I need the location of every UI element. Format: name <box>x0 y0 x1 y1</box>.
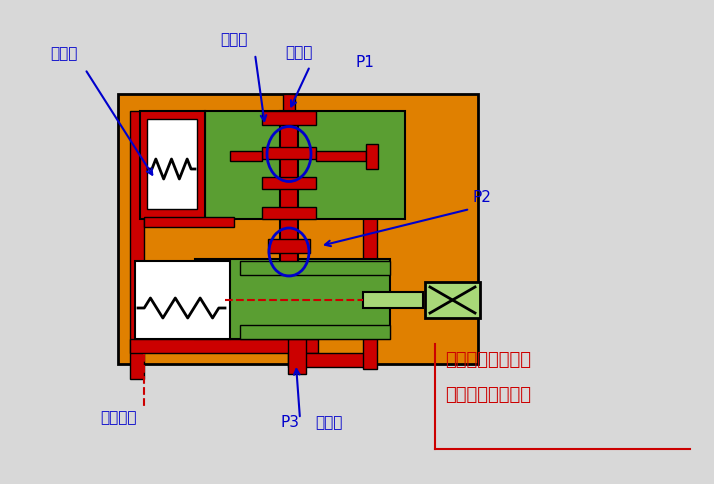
Bar <box>135 261 230 339</box>
Bar <box>230 151 262 162</box>
Bar <box>205 112 405 220</box>
Text: P3: P3 <box>280 414 299 429</box>
Bar <box>280 112 298 220</box>
Text: 泄露油口: 泄露油口 <box>100 409 136 424</box>
Text: P2: P2 <box>472 190 491 205</box>
Bar <box>288 353 368 367</box>
Bar <box>262 208 316 220</box>
Bar <box>288 339 306 374</box>
Bar <box>240 261 390 275</box>
Bar <box>140 112 205 220</box>
Bar <box>425 283 480 318</box>
Bar <box>366 145 378 170</box>
Bar <box>240 325 390 339</box>
Bar <box>316 151 366 162</box>
Text: 减压口: 减压口 <box>220 32 247 47</box>
Bar <box>130 339 318 353</box>
Bar <box>262 112 316 126</box>
Text: 当出口压力降底时: 当出口压力降底时 <box>445 350 531 368</box>
Bar <box>268 240 310 254</box>
Text: P1: P1 <box>355 55 374 70</box>
Text: 当出口压力升高时: 当出口压力升高时 <box>445 385 531 403</box>
Bar <box>363 292 423 308</box>
Text: 进油口: 进油口 <box>285 45 313 60</box>
Bar <box>144 217 234 227</box>
Bar <box>147 120 197 210</box>
Bar <box>118 95 478 364</box>
Bar <box>130 112 144 379</box>
Text: 节流口: 节流口 <box>50 46 77 61</box>
Bar <box>363 112 377 369</box>
Bar <box>280 220 298 270</box>
Bar <box>283 95 295 112</box>
Bar <box>195 259 390 339</box>
Text: 出油口: 出油口 <box>315 414 343 429</box>
Bar <box>262 178 316 190</box>
Bar <box>262 148 316 160</box>
